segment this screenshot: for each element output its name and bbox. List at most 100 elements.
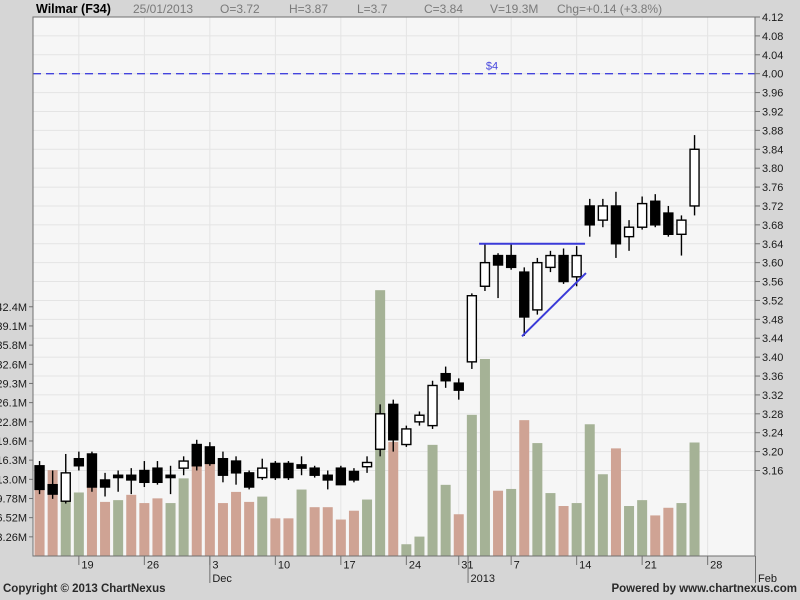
volume-tick-label: 39.1M [0,321,27,333]
gridlines [33,16,755,556]
volume-tick-label: 6.52M [0,513,27,525]
candle-body [47,483,58,495]
volume-bar [558,506,569,556]
candle-body [623,226,635,238]
high-label: H=3.87 [289,2,329,16]
candle-body [597,205,609,221]
date-tick-label: 19 [81,560,93,572]
candle-body [348,470,360,481]
candle-body [217,457,229,476]
candle-body [34,465,45,491]
open-label: O=3.72 [220,2,260,16]
candle-body [519,271,530,318]
volume-bar [296,489,307,556]
volume-tick-label: 13.0M [0,474,27,486]
price-tick-label: 3.40 [762,352,783,364]
candle-body [479,261,491,287]
price-tick-label: 3.76 [762,182,783,194]
price-axis: 3.16 3.20 3.24 3.28 3.32 3.36 3.40 3.44 3.48 3.52… [755,12,783,478]
volume-bar [309,507,320,556]
price-tick-label: 3.60 [762,258,783,270]
price-tick-label: 3.72 [762,201,783,213]
candle-body [505,254,517,269]
price-tick-label: 3.16 [762,466,783,478]
price-tick-label: 3.20 [762,447,783,459]
candle-body [296,464,307,469]
volume-bar [244,501,255,556]
price-tick-label: 3.68 [762,220,783,232]
volume-bar [152,498,163,556]
date-tick-label: 31 [461,560,473,572]
candle-body [636,202,648,228]
volume-tick-label: 3.26M [0,532,27,544]
symbol-label: Wilmar (F34) [36,2,111,16]
candle-body [388,403,399,441]
candle-body [689,148,700,207]
candle-body [610,205,622,245]
volume-bar [440,484,451,556]
candle-body [676,219,687,236]
volume-tick-label: 35.8M [0,340,27,352]
candle-body [309,467,320,476]
volume-bar [545,493,556,556]
trendline[interactable] [521,272,587,338]
candle-body [453,382,464,391]
trendlines [479,242,587,338]
price-tick-label: 3.44 [762,333,783,345]
volume-bar [663,507,674,556]
low-label: L=3.7 [357,2,388,16]
price-tick-label: 4.12 [762,12,783,24]
candle-body [374,413,386,450]
volume-bar [650,515,661,556]
target-price-line: $4 [33,61,755,75]
candle-body [322,474,333,481]
date-tick-label: 7 [514,560,520,572]
target-price-label: $4 [486,61,498,73]
volume-bar [637,500,648,556]
price-tick-label: 3.52 [762,295,783,307]
candle-body [139,469,150,484]
volume-bar [362,499,373,556]
candle-body [571,254,582,278]
price-tick-label: 3.36 [762,371,783,383]
volume-bar [113,500,124,556]
powered-by-label: Powered by www.chartnexus.com [611,583,797,595]
volume-bar [139,503,150,556]
date-tick-label: 17 [343,560,355,572]
volume-bar [348,510,359,556]
candle-body [165,474,176,479]
volume-tick-label: 32.6M [0,359,27,371]
price-tick-label: 3.28 [762,409,783,421]
candle-body [86,453,98,488]
price-tick-label: 3.56 [762,277,783,289]
volume-bar [47,470,58,556]
volume-bar [519,420,530,556]
candle-body [73,457,85,467]
price-tick-label: 4.04 [762,50,783,62]
volume-bar [506,488,517,556]
date-tick-label: 26 [147,560,159,572]
copyright-label: Copyright © 2013 ChartNexus [3,583,166,595]
volume-tick-label: 22.8M [0,417,27,429]
volume-bar [584,424,595,556]
volume-tick-label: 16.3M [0,455,27,467]
candle-body [243,472,255,488]
volume-tick-label: 19.6M [0,436,27,448]
date-tick-label: 3 [212,560,218,572]
price-tick-label: 3.96 [762,88,783,100]
candles [34,135,700,504]
volume-tick-label: 29.3M [0,378,27,390]
candle-body [466,295,478,363]
volume-bar [571,503,582,556]
volume-bar [204,461,215,556]
volume-axis: 3.26M 6.52M 9.78M 13.0M 16.3M 19.6M 22.8M 26.1M… [0,302,33,544]
candle-body [532,261,543,311]
volume-bar [283,518,294,556]
month-tick-label: Feb [758,573,777,585]
volume-bar [231,491,242,556]
date-axis: 19 26 3 10 17 24 31 7 14 21 28 Dec 2013 Feb [78,556,777,585]
price-tick-label: 3.64 [762,239,783,251]
month-tick-label: Dec [212,573,232,585]
candle-body [427,384,438,427]
